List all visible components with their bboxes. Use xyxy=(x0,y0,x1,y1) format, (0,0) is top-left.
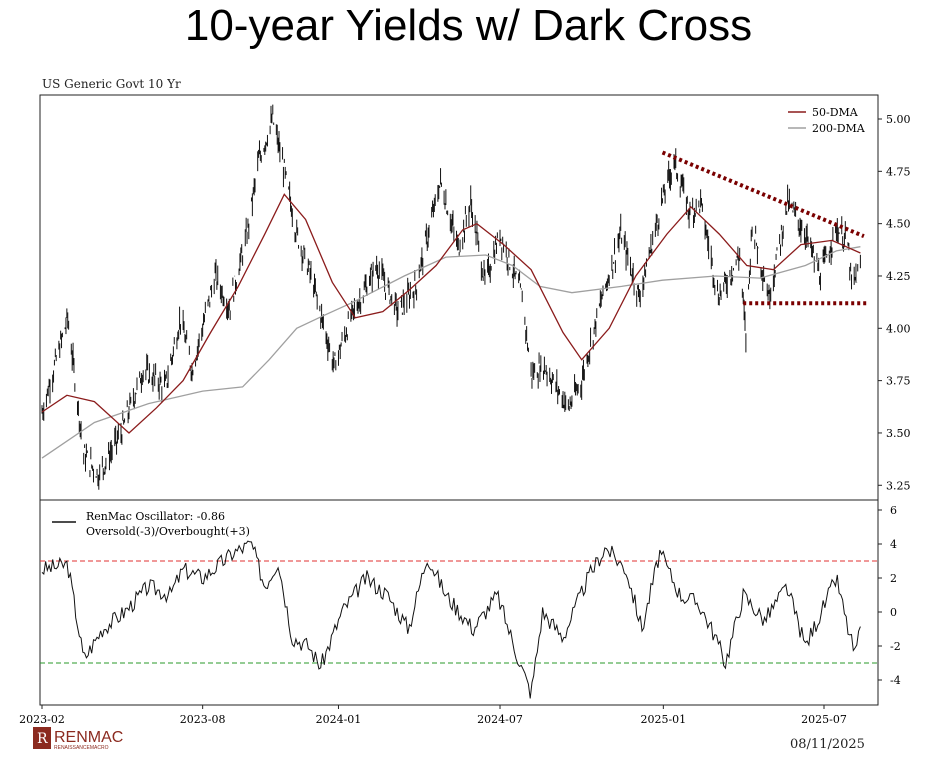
plot-frame xyxy=(39,94,879,706)
osc-y-tick-label: -4 xyxy=(890,674,901,687)
osc-y-tick-label: 4 xyxy=(890,538,897,551)
x-tick-label: 2024-07 xyxy=(477,713,523,726)
osc-y-tick-label: -2 xyxy=(890,640,901,653)
y-tick-label: 5.00 xyxy=(886,113,911,126)
x-tick-label: 2023-02 xyxy=(19,713,65,726)
chart-title: US Generic Govt 10 Yr xyxy=(42,77,181,91)
osc-y-tick-label: 6 xyxy=(890,504,897,517)
legend-oscillator-label: RenMac Oscillator: -0.86 xyxy=(86,510,225,523)
x-tick-label: 2025-01 xyxy=(640,713,686,726)
report-date: 08/11/2025 xyxy=(790,737,865,752)
legend-dma50-label: 50-DMA xyxy=(812,106,859,119)
y-tick-label: 4.75 xyxy=(886,165,911,178)
y-tick-label: 3.75 xyxy=(886,375,911,388)
dma50-line xyxy=(41,193,861,434)
osc-y-tick-label: 0 xyxy=(890,606,897,619)
osc-y-tick-label: 2 xyxy=(890,572,897,585)
svg-text:RENMAC: RENMAC xyxy=(54,729,123,746)
svg-text:R: R xyxy=(37,731,48,747)
dma200-line xyxy=(41,246,861,459)
y-tick-label: 4.50 xyxy=(886,218,911,231)
oscillator-line xyxy=(41,540,861,699)
slide-title: 10-year Yields w/ Dark Cross xyxy=(184,1,753,50)
renmac-logo: R RENMAC RENAISSANCEMACRO xyxy=(33,727,143,755)
x-tick-label: 2025-07 xyxy=(801,713,847,726)
resistance-trendline xyxy=(661,150,865,239)
price-bars xyxy=(41,104,861,490)
y-tick-label: 4.00 xyxy=(886,322,911,335)
x-tick-label: 2024-01 xyxy=(316,713,362,726)
svg-text:RENAISSANCEMACRO: RENAISSANCEMACRO xyxy=(54,745,109,751)
x-tick-label: 2023-08 xyxy=(180,713,226,726)
legend-dma200-label: 200-DMA xyxy=(812,122,866,135)
y-tick-label: 3.50 xyxy=(886,427,911,440)
y-tick-label: 4.25 xyxy=(886,270,911,283)
legend-levels-label: Oversold(-3)/Overbought(+3) xyxy=(86,525,250,538)
y-tick-label: 3.25 xyxy=(886,479,911,492)
